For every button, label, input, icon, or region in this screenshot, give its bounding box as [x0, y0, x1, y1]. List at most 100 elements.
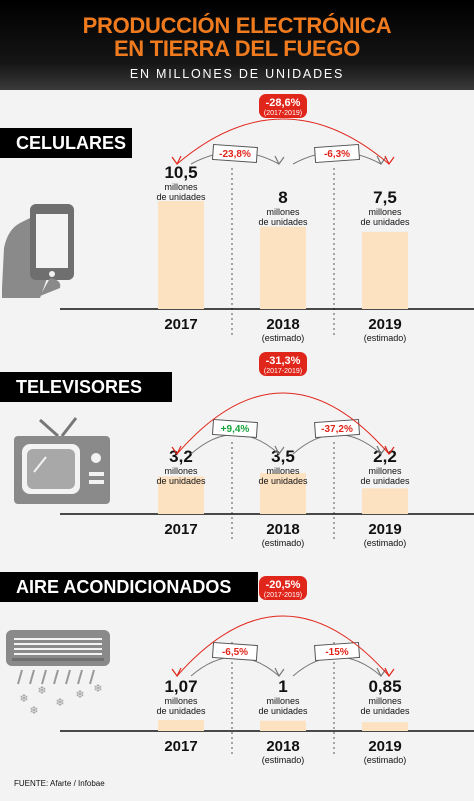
- tv-speaker-1: [89, 472, 104, 476]
- total-arrow-head-left: [171, 155, 182, 166]
- year-label-2019: 2019: [368, 521, 401, 538]
- total-change-label: -31,3%: [266, 355, 301, 367]
- total-change-label: -20,5%: [266, 579, 301, 591]
- estimated-label: (estimado): [364, 538, 407, 548]
- air-flow-line: [29, 669, 35, 685]
- unit-label: millones: [164, 182, 198, 192]
- screen-glare: [33, 456, 47, 473]
- value-label-2019: 0,85: [368, 677, 401, 696]
- snowflake-icon: ❄: [55, 697, 64, 709]
- total-change-label: -28,6%: [266, 97, 301, 109]
- bar-2018: [260, 226, 306, 309]
- tv-knob: [91, 453, 101, 463]
- snowflake-icon: ❄: [19, 693, 28, 705]
- unit-label: millones: [266, 466, 300, 476]
- year-label-2017: 2017: [164, 521, 197, 538]
- unit-label: millones: [368, 466, 402, 476]
- total-arrow-head-right: [384, 155, 395, 166]
- tv-screen-inner: [27, 449, 75, 489]
- change-badge: [211, 641, 258, 662]
- total-change-arc: [176, 392, 390, 455]
- page-subtitle: EN MILLONES DE UNIDADES: [129, 67, 345, 81]
- year-label-2017: 2017: [164, 738, 197, 755]
- total-arrow-head-right: [384, 445, 395, 456]
- unit-label: de unidades: [360, 706, 410, 716]
- page-title: PRODUCCIÓN ELECTRÓNICA EN TIERRA DEL FUE…: [0, 14, 474, 60]
- change-label-0: -23,8%: [219, 149, 251, 160]
- value-label-2017: 1,07: [164, 677, 197, 696]
- thumb-shape: [40, 278, 61, 296]
- year-label-2018: 2018: [266, 738, 299, 755]
- total-change-period: (2017-2019): [264, 368, 302, 375]
- change-badge: [211, 143, 258, 164]
- change-badge: [314, 641, 361, 662]
- estimated-label: (estimado): [364, 333, 407, 343]
- unit-label: de unidades: [156, 192, 206, 202]
- bar-2018: [260, 720, 306, 731]
- change-label-1: -15%: [325, 647, 348, 658]
- value-label-2019: 7,5: [373, 188, 397, 207]
- unit-label: millones: [266, 696, 300, 706]
- unit-label: millones: [164, 466, 198, 476]
- estimated-label: (estimado): [364, 755, 407, 765]
- total-arrow-head-right: [384, 667, 395, 678]
- estimated-label: (estimado): [262, 333, 305, 343]
- snowflake-icon: ❄: [37, 685, 46, 697]
- year-label-2019: 2019: [368, 316, 401, 333]
- television-icon: [14, 417, 110, 504]
- source-note: FUENTE: Afarte / Infobae: [14, 779, 105, 788]
- air-conditioner-icon: ❄❄❄❄ ❄❄: [6, 630, 110, 717]
- change-badge: [314, 418, 361, 439]
- air-flow-line: [65, 669, 71, 685]
- unit-label: de unidades: [258, 706, 308, 716]
- change-arc: [190, 656, 280, 677]
- phone-button: [49, 271, 55, 277]
- value-label-2017: 10,5: [164, 163, 197, 182]
- air-flow-line: [77, 669, 83, 685]
- unit-label: millones: [368, 696, 402, 706]
- ac-vent: [14, 643, 102, 645]
- title-line-2: EN TIERRA DEL FUEGO: [113, 36, 361, 61]
- change-arrow-head: [274, 155, 285, 166]
- estimated-label: (estimado): [262, 755, 305, 765]
- change-arrow-head: [376, 667, 387, 678]
- unit-label: de unidades: [360, 217, 410, 227]
- phone-screen: [36, 214, 68, 268]
- unit-label: millones: [368, 207, 402, 217]
- total-change-arc: [176, 615, 390, 677]
- section-title-0: CELULARES: [0, 128, 132, 158]
- unit-label: de unidades: [258, 217, 308, 227]
- bar-2019: [362, 722, 408, 731]
- snowflake-icon: ❄: [29, 705, 38, 717]
- title-line-1: PRODUCCIÓN ELECTRÓNICA: [82, 13, 392, 38]
- change-arrow-head: [274, 445, 285, 456]
- year-label-2019: 2019: [368, 738, 401, 755]
- total-change-period: (2017-2019): [264, 592, 302, 599]
- change-arc: [292, 434, 382, 455]
- unit-label: de unidades: [156, 476, 206, 486]
- snowflake-icon: ❄: [93, 683, 102, 695]
- header: PRODUCCIÓN ELECTRÓNICA EN TIERRA DEL FUE…: [0, 0, 474, 90]
- bar-2017: [158, 720, 204, 731]
- total-change-badge: [259, 352, 307, 376]
- unit-label: millones: [164, 696, 198, 706]
- smartphone-icon: [2, 204, 74, 298]
- total-change-badge: [259, 94, 307, 118]
- total-change-period: (2017-2019): [264, 110, 302, 117]
- unit-label: de unidades: [360, 476, 410, 486]
- estimated-label: (estimado): [262, 538, 305, 548]
- bar-2018: [260, 473, 306, 514]
- year-label-2018: 2018: [266, 316, 299, 333]
- bar-2019: [362, 231, 408, 309]
- snowflake-icon: ❄: [75, 689, 84, 701]
- unit-label: de unidades: [156, 706, 206, 716]
- change-arc: [190, 434, 280, 455]
- change-arrow-head: [376, 155, 387, 166]
- ac-vent: [14, 648, 102, 650]
- total-arrow-head-left: [171, 445, 182, 456]
- change-arrow-head: [274, 667, 285, 678]
